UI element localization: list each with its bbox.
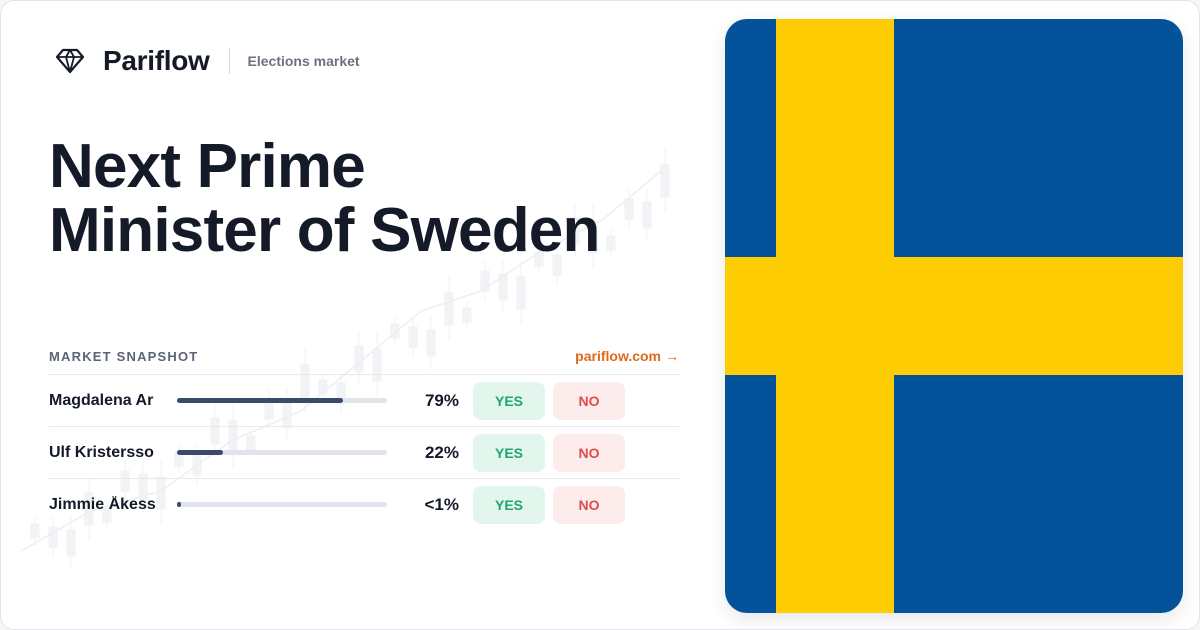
header-divider	[228, 48, 230, 74]
decor-candle	[66, 529, 76, 557]
decor-candle	[318, 379, 328, 395]
probability-value: 79%	[424, 390, 459, 410]
probability-bar	[177, 398, 387, 403]
no-button[interactable]: NO	[553, 433, 625, 472]
background-candlestick-decoration	[20, 149, 670, 569]
decor-candle	[444, 292, 454, 326]
probability-bar	[177, 502, 387, 507]
table-row: Jimmie Åkess <1% YES NO	[49, 478, 679, 530]
decor-candle	[210, 417, 220, 445]
decor-candle	[390, 323, 400, 339]
probability-value: <1%	[424, 494, 460, 514]
decor-candle	[462, 307, 472, 323]
title-line-1: Next Prime	[49, 132, 366, 201]
snapshot-table: Magdalena Ar 79% YES NO Ulf Kristersso 2…	[49, 374, 679, 530]
decor-candle	[498, 273, 508, 301]
candidate-name: Magdalena Ar	[49, 391, 154, 409]
sweden-flag	[725, 19, 1183, 613]
decor-candle	[336, 382, 346, 404]
table-row: Magdalena Ar 79% YES NO	[49, 374, 679, 426]
decor-candle	[408, 326, 418, 348]
decor-candle	[516, 276, 526, 310]
decor-candle	[84, 492, 94, 526]
probability-bar-fill	[177, 450, 224, 455]
probability-bar-fill	[177, 502, 182, 507]
probability-bar-fill	[177, 398, 343, 403]
decor-candle	[156, 476, 166, 510]
snapshot-header: MARKET SNAPSHOT pariflow.com →	[49, 347, 679, 365]
diamond-icon	[53, 44, 87, 78]
title-line-2: Minister of Sweden	[49, 196, 600, 265]
decor-candle	[588, 220, 598, 254]
decor-candle	[102, 507, 112, 523]
brand-name: Pariflow	[103, 45, 210, 76]
snapshot-label: MARKET SNAPSHOT	[49, 348, 199, 364]
table-row: Ulf Kristersso 22% YES NO	[49, 426, 679, 478]
decor-candle	[480, 270, 490, 292]
flag-image	[725, 19, 1183, 613]
decor-candle	[606, 235, 616, 251]
probability-value: 22%	[424, 442, 459, 462]
decor-candle	[138, 473, 148, 501]
no-button[interactable]: NO	[553, 381, 625, 420]
arrow-right-icon: →	[665, 348, 679, 364]
yes-button[interactable]: YES	[473, 433, 545, 472]
section-tag: Elections market	[247, 53, 360, 69]
market-title: Next Prime Minister of Sweden	[49, 135, 689, 263]
probability-bar	[177, 450, 387, 455]
decor-candle	[300, 364, 310, 398]
no-button[interactable]: NO	[553, 485, 625, 524]
brand-header: Pariflow Elections market	[53, 41, 360, 81]
decor-candle	[624, 198, 634, 220]
decor-candle	[660, 164, 670, 198]
candidate-name: Jimmie Åkess	[49, 495, 156, 513]
decor-candle	[48, 526, 58, 548]
decor-candle	[426, 329, 436, 357]
decor-candle	[372, 348, 382, 382]
decor-candle	[552, 254, 562, 276]
yes-button[interactable]: YES	[473, 485, 545, 524]
decor-candle	[120, 470, 130, 492]
decor-candle	[30, 523, 40, 539]
decor-candle	[642, 201, 652, 229]
candidate-name: Ulf Kristersso	[49, 443, 154, 461]
yes-button[interactable]: YES	[473, 381, 545, 420]
site-link[interactable]: pariflow.com →	[575, 348, 679, 364]
decor-candle	[570, 217, 580, 245]
site-link-text: pariflow.com	[575, 348, 661, 364]
